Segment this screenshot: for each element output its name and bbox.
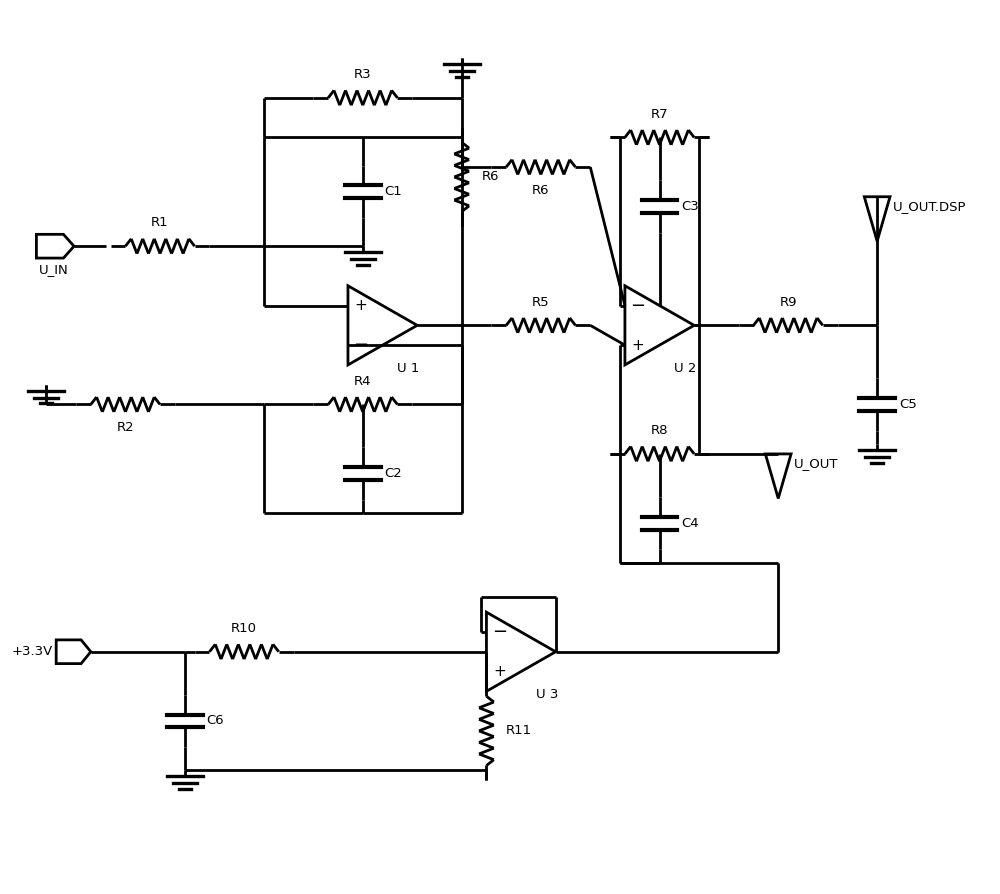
Text: +: + <box>631 338 644 352</box>
Text: +3.3V: +3.3V <box>12 645 53 658</box>
Text: C3: C3 <box>681 200 699 213</box>
Text: U 3: U 3 <box>536 688 558 701</box>
Text: C5: C5 <box>899 398 917 411</box>
Text: R8: R8 <box>651 424 668 437</box>
Text: R11: R11 <box>506 724 532 738</box>
Text: R10: R10 <box>231 622 257 635</box>
Text: −: − <box>353 336 368 354</box>
Text: −: − <box>492 623 507 641</box>
Text: U 2: U 2 <box>674 362 697 375</box>
Text: U_OUT: U_OUT <box>794 457 839 470</box>
Text: R6: R6 <box>532 184 550 197</box>
Text: R3: R3 <box>354 68 372 81</box>
Text: R6: R6 <box>481 171 499 183</box>
Text: R4: R4 <box>354 375 372 388</box>
Text: −: − <box>630 297 645 315</box>
Text: U 1: U 1 <box>397 362 420 375</box>
Text: U_IN: U_IN <box>38 263 68 276</box>
Text: R5: R5 <box>532 296 550 308</box>
Text: R1: R1 <box>151 216 169 230</box>
Text: U_OUT.DSP: U_OUT.DSP <box>893 199 966 213</box>
Text: C1: C1 <box>385 185 402 198</box>
Text: +: + <box>493 664 506 679</box>
Text: C4: C4 <box>681 517 699 529</box>
Text: +: + <box>354 298 367 313</box>
Text: C2: C2 <box>385 468 402 480</box>
Text: R2: R2 <box>117 421 134 434</box>
Text: R7: R7 <box>651 107 668 121</box>
Text: C6: C6 <box>207 714 224 728</box>
Text: R9: R9 <box>779 296 797 308</box>
